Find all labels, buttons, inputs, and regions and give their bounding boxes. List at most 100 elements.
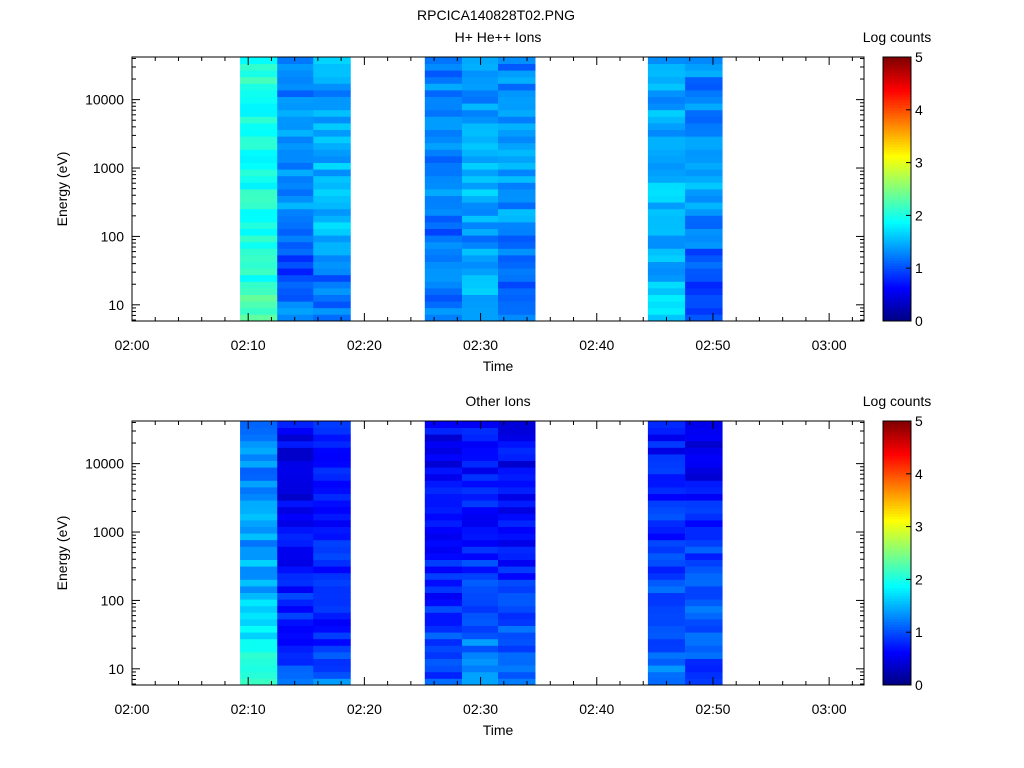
heatmap-cell [277, 314, 314, 322]
heatmap-cell [647, 526, 686, 534]
heatmap-cell [498, 294, 536, 302]
heatmap-cell [313, 123, 351, 130]
heatmap-cell [498, 493, 536, 501]
heatmap-cell [277, 625, 314, 633]
colorbar-segment [883, 162, 911, 166]
colorbar-segment [883, 600, 911, 604]
colorbar-segment [883, 489, 911, 493]
heatmap-cell [461, 487, 499, 494]
heatmap-cell [313, 605, 351, 613]
heatmap-cell [647, 63, 686, 71]
colorbar-segment [883, 452, 911, 456]
heatmap-cell [647, 632, 686, 640]
heatmap-cell [313, 261, 351, 269]
heatmap-cell [240, 156, 278, 163]
colorbar-segment [883, 605, 911, 609]
colorbar-segment [883, 471, 911, 475]
heatmap-cell [240, 274, 278, 282]
heatmap-cell [647, 625, 686, 633]
heatmap-cell [461, 162, 499, 170]
y-tick-label: 100 [101, 592, 125, 608]
heatmap-cell [240, 493, 278, 501]
heatmap-cell [240, 149, 278, 157]
y-tick-label: 10 [108, 297, 124, 313]
colorbar-segment [883, 632, 911, 636]
heatmap-cell [424, 546, 463, 554]
heatmap-cell [424, 281, 463, 289]
heatmap-cell [277, 255, 314, 262]
heatmap-cell [461, 473, 499, 481]
heatmap-cell [240, 76, 278, 84]
heatmap-cell [424, 427, 463, 435]
heatmap-cell [424, 638, 463, 646]
colorbar-segment [883, 539, 911, 543]
heatmap-cell [498, 506, 536, 514]
heatmap-cell [277, 268, 314, 276]
heatmap-cell [647, 241, 686, 249]
heatmap-cell [685, 599, 723, 607]
heatmap-cell [498, 142, 536, 150]
heatmap-cell [685, 467, 723, 475]
heatmap-cell [277, 215, 314, 223]
heatmap-cell [498, 526, 536, 534]
heatmap-cell [240, 235, 278, 243]
heatmap-cell [424, 228, 463, 236]
heatmap-cell [498, 162, 536, 170]
colorbar-frame [882, 56, 912, 322]
heatmap-cell [498, 90, 536, 97]
heatmap-cell [461, 619, 499, 626]
heatmap-cell [461, 288, 499, 295]
colorbar-segment [883, 302, 911, 306]
colorbar-segment [883, 640, 911, 644]
heatmap-cell [277, 274, 314, 282]
heatmap-cell [647, 671, 686, 679]
colorbar-segment [883, 624, 911, 628]
heatmap-cell [498, 625, 536, 633]
heatmap-cell [313, 208, 351, 216]
heatmap-cell [498, 70, 536, 78]
heatmap-cell [277, 592, 314, 600]
colorbar-segment [883, 299, 911, 304]
colorbar-segment [883, 75, 911, 79]
colorbar-segment [883, 223, 911, 227]
colorbar-segment [883, 107, 911, 111]
heatmap-cell [240, 546, 278, 554]
colorbar-segment [883, 508, 911, 512]
heatmap-cell [647, 215, 686, 223]
colorbar-tick-label: 0 [915, 677, 923, 693]
heatmap-cell [461, 553, 499, 560]
heatmap-cell [647, 434, 686, 442]
heatmap-cell [277, 599, 314, 607]
heatmap-cell [313, 480, 351, 488]
heatmap-cell [647, 149, 686, 157]
heatmap-cell [313, 116, 351, 124]
heatmap-cell [313, 434, 351, 442]
heatmap-cell [313, 586, 351, 593]
colorbar-segment [883, 468, 911, 472]
colorbar-segment [883, 547, 911, 551]
colorbar-segment [883, 96, 911, 100]
heatmap-cell [498, 539, 536, 547]
heatmap-cell [498, 268, 536, 276]
heatmap-cell [461, 612, 499, 620]
heatmap-cell [498, 599, 536, 607]
heatmap-cell [498, 605, 536, 613]
heatmap-cell [647, 301, 686, 309]
colorbar-segment [883, 186, 911, 190]
heatmap-cell [461, 579, 499, 587]
heatmap-cell [685, 500, 723, 508]
heatmap-cell [313, 665, 351, 673]
heatmap-cell [277, 123, 314, 130]
heatmap-cell [313, 526, 351, 534]
heatmap-cell [277, 421, 314, 428]
heatmap-cell [313, 553, 351, 560]
heatmap-cell [424, 142, 463, 150]
heatmap-cell [685, 96, 723, 104]
heatmap-cell [647, 520, 686, 527]
colorbar-segment [883, 146, 911, 150]
heatmap-cell [461, 513, 499, 521]
heatmap-cell [498, 612, 536, 620]
heatmap-cell [277, 460, 314, 468]
heatmap-cell [498, 149, 536, 157]
heatmap-cell [461, 241, 499, 249]
